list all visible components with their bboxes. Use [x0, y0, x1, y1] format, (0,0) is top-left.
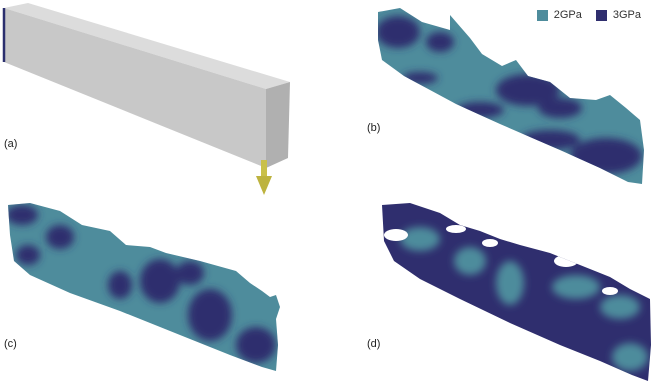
beam-render — [2, 3, 290, 195]
panel-label-d: (d) — [367, 338, 381, 350]
panel-label-b: (b) — [367, 122, 381, 134]
beam-front-face — [4, 8, 266, 168]
legend: 2GPa 3GPa — [536, 9, 641, 21]
legend-item-2gpa: 2GPa — [536, 9, 582, 21]
beam-phase-render-c — [8, 203, 280, 371]
legend-label-2gpa: 2GPa — [553, 9, 582, 21]
load-arrow-icon — [256, 160, 272, 195]
legend-swatch-3gpa — [595, 9, 607, 21]
panel-c: (c) — [0, 195, 300, 385]
panel-label-c: (c) — [4, 338, 17, 350]
legend-item-3gpa: 3GPa — [595, 9, 641, 21]
panel-b: (b) — [360, 0, 651, 195]
beam-top-face — [4, 3, 290, 89]
beam-end-face — [266, 82, 290, 168]
panel-a: (a) — [0, 0, 300, 195]
beam-phase-render-d — [382, 203, 651, 381]
panel-d: (d) — [360, 195, 651, 385]
beam-phase-render-b — [378, 8, 644, 184]
legend-label-3gpa: 3GPa — [612, 9, 641, 21]
legend-swatch-2gpa — [536, 9, 548, 21]
panel-label-a: (a) — [4, 138, 18, 150]
